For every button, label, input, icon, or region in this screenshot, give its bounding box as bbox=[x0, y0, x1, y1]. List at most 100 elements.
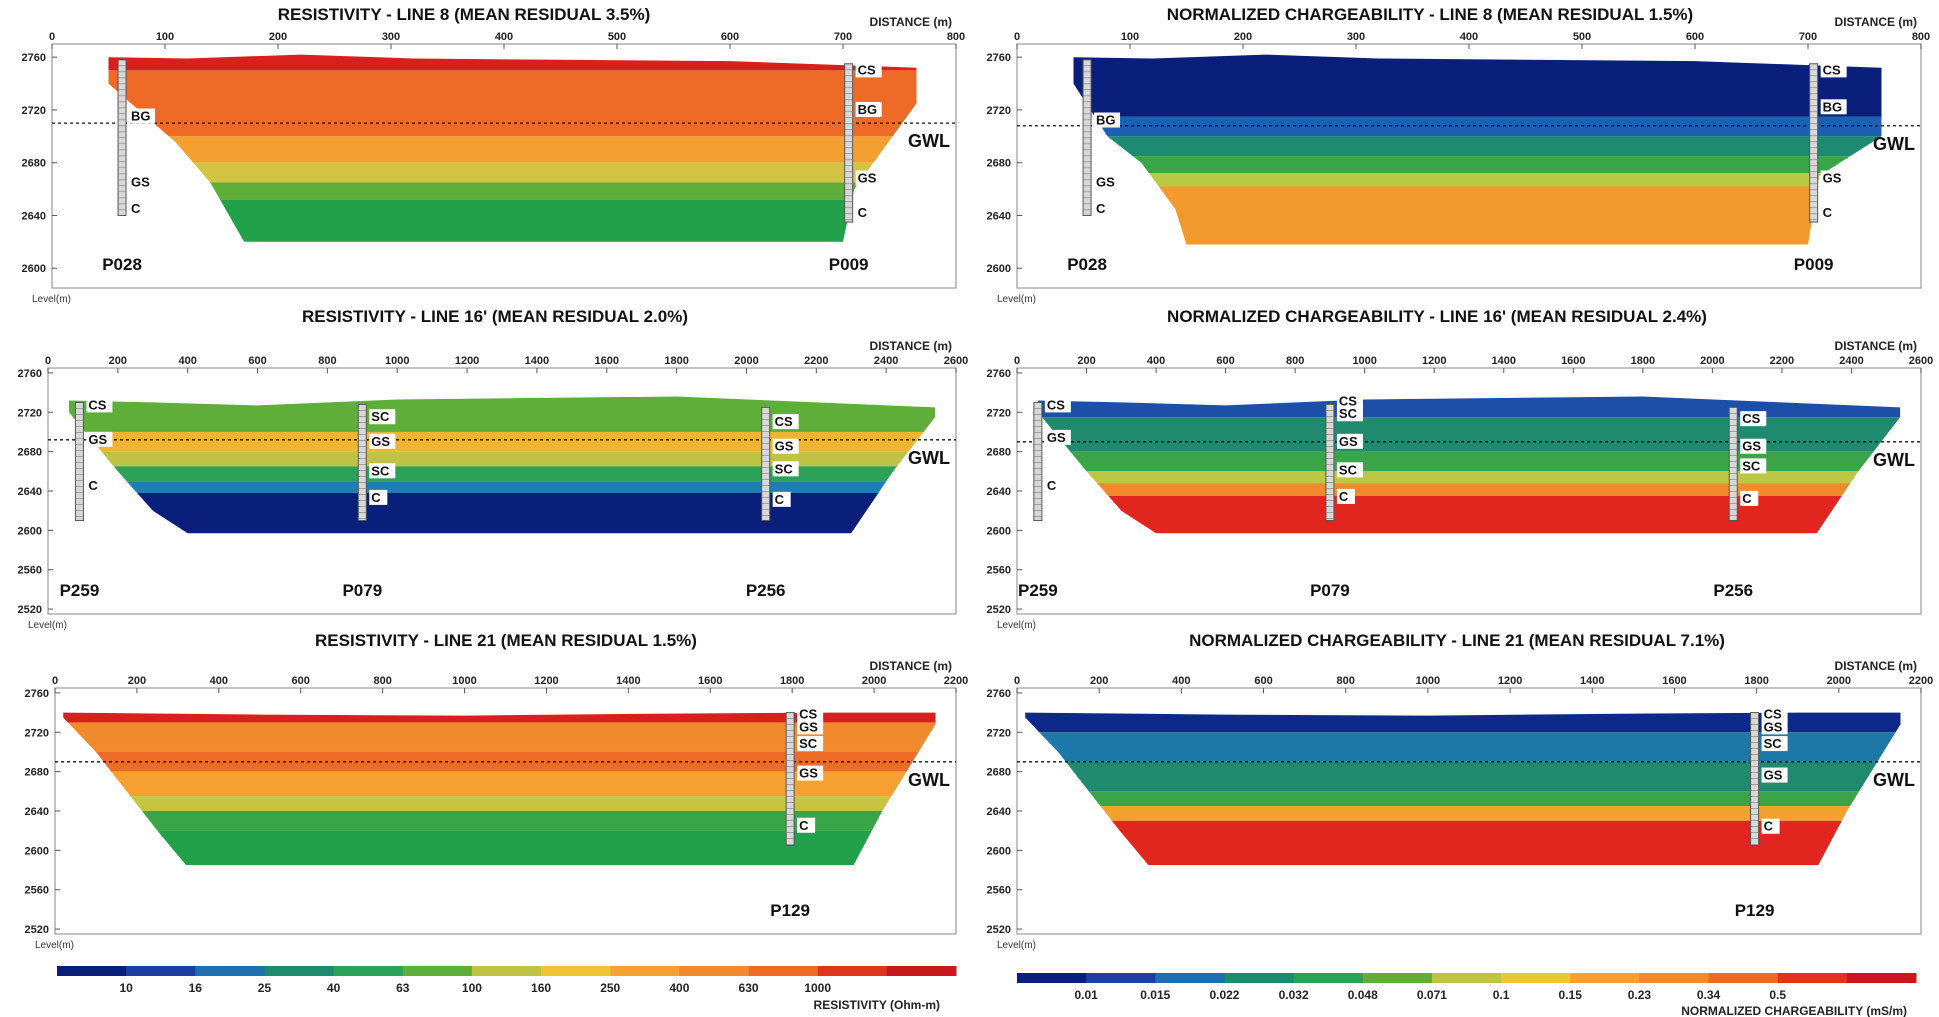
y-tick-label: 2600 bbox=[987, 845, 1011, 857]
lithology-label-box bbox=[797, 719, 824, 735]
x-tick-label: 800 bbox=[947, 31, 965, 43]
lithology-label: CS bbox=[88, 397, 106, 412]
y-tick-label: 2680 bbox=[25, 767, 49, 779]
legend-swatch bbox=[1639, 973, 1710, 983]
lithology-label-box bbox=[1336, 393, 1363, 409]
lithology-label-box bbox=[129, 174, 156, 190]
x-tick-label: 1800 bbox=[664, 355, 688, 367]
lithology-label-box bbox=[86, 478, 105, 494]
lithology-label: C bbox=[131, 201, 141, 216]
borehole-id: P256 bbox=[746, 581, 786, 600]
x-tick-label: 400 bbox=[1172, 675, 1190, 687]
x-tick-label: 400 bbox=[1460, 31, 1478, 43]
lithology-label-box bbox=[129, 108, 156, 124]
lithology-label-box bbox=[1044, 397, 1071, 413]
color-band-1 bbox=[1073, 54, 1882, 117]
legend-tick-label: 0.048 bbox=[1348, 988, 1378, 1002]
x-tick-label: 1400 bbox=[525, 355, 549, 367]
legend-tick-label: 0.15 bbox=[1559, 988, 1583, 1002]
x-tick-label: 2400 bbox=[874, 355, 898, 367]
lithology-label: GS bbox=[799, 766, 818, 781]
legend-tick-label: 100 bbox=[462, 981, 482, 995]
y-tick-label: 2760 bbox=[987, 688, 1011, 700]
x-tick-label: 200 bbox=[1090, 675, 1108, 687]
lithology-label: SC bbox=[1742, 458, 1761, 473]
legend-swatch bbox=[333, 966, 404, 976]
x-tick-label: 500 bbox=[608, 31, 626, 43]
legend-swatch bbox=[610, 966, 680, 976]
x-axis-label: DISTANCE (m) bbox=[1835, 15, 1917, 29]
lithology-label: C bbox=[1823, 205, 1833, 220]
color-band-2 bbox=[69, 431, 935, 452]
lithology-label-box bbox=[1336, 433, 1363, 449]
y-axis-label: Level(m) bbox=[997, 620, 1036, 631]
x-tick-label: 100 bbox=[1121, 31, 1139, 43]
borehole-P009: CS BG GS C P009 bbox=[829, 62, 882, 274]
x-tick-label: 800 bbox=[1912, 31, 1930, 43]
lithology-label-box bbox=[1761, 767, 1788, 783]
legend-tick-label: 0.032 bbox=[1279, 988, 1309, 1002]
x-tick-label: 1800 bbox=[1631, 355, 1655, 367]
gwl-label: GWL bbox=[1873, 134, 1915, 154]
lithology-label: GS bbox=[775, 439, 794, 454]
x-tick-label: 0 bbox=[52, 675, 58, 687]
x-tick-label: 300 bbox=[382, 31, 400, 43]
lithology-label: C bbox=[371, 490, 381, 505]
x-tick-label: 1200 bbox=[1498, 675, 1522, 687]
chart-panel-3: RESISTIVITY - LINE 16' (MEAN RESIDUAL 2.… bbox=[18, 307, 969, 631]
lithology-label: CS bbox=[858, 62, 876, 77]
y-tick-label: 2520 bbox=[25, 924, 49, 936]
legend-tick-label: 400 bbox=[669, 981, 689, 995]
x-tick-label: 600 bbox=[721, 31, 739, 43]
lithology-label: C bbox=[1764, 819, 1774, 834]
y-tick-label: 2560 bbox=[18, 565, 42, 577]
legend-swatch bbox=[1224, 973, 1295, 983]
color-band-6 bbox=[63, 811, 936, 831]
lithology-label-box bbox=[1094, 112, 1121, 128]
lithology-label-box bbox=[1740, 411, 1767, 427]
color-band-5 bbox=[1037, 483, 1901, 496]
lithology-label-box bbox=[797, 765, 824, 781]
x-tick-label: 800 bbox=[318, 355, 336, 367]
lithology-label: SC bbox=[1339, 462, 1358, 477]
lithology-label: SC bbox=[799, 736, 818, 751]
lithology-label: GS bbox=[1047, 430, 1066, 445]
color-band-4 bbox=[1025, 791, 1901, 807]
legend-tick-label: 0.01 bbox=[1074, 988, 1098, 1002]
y-tick-label: 2640 bbox=[987, 806, 1011, 818]
x-tick-label: 700 bbox=[834, 31, 852, 43]
lithology-label-box bbox=[1336, 462, 1363, 478]
x-tick-label: 800 bbox=[1286, 355, 1304, 367]
borehole-id: P028 bbox=[102, 255, 142, 274]
legend-swatch bbox=[1362, 973, 1433, 983]
x-tick-label: 1800 bbox=[780, 675, 804, 687]
y-tick-label: 2760 bbox=[987, 368, 1011, 380]
x-axis-label: DISTANCE (m) bbox=[1835, 659, 1917, 673]
lithology-label-box bbox=[772, 461, 799, 477]
x-tick-label: 100 bbox=[156, 31, 174, 43]
y-tick-label: 2520 bbox=[987, 924, 1011, 936]
lithology-label: C bbox=[799, 818, 809, 833]
x-tick-label: 2200 bbox=[804, 355, 828, 367]
lithology-label: BG bbox=[1823, 99, 1843, 114]
lithology-label: GS bbox=[1742, 439, 1761, 454]
legend-tick-label: 0.1 bbox=[1493, 988, 1510, 1002]
legend-tick-label: 250 bbox=[600, 981, 620, 995]
x-tick-label: 0 bbox=[1014, 31, 1020, 43]
x-tick-label: 300 bbox=[1347, 31, 1365, 43]
lithology-label: C bbox=[858, 205, 868, 220]
lithology-label-box bbox=[1820, 170, 1847, 186]
y-tick-label: 2680 bbox=[987, 158, 1011, 170]
resistivity-legend: 10 16 25 40 63 100 160 250 400 630 1000 RESISTIVITY… bbox=[57, 966, 957, 1012]
color-band-5 bbox=[63, 796, 936, 811]
borehole-id: P256 bbox=[1713, 581, 1753, 600]
legend-swatch bbox=[264, 966, 335, 976]
lithology-label-box bbox=[369, 433, 396, 449]
legend-swatch bbox=[1431, 973, 1502, 983]
x-tick-label: 500 bbox=[1573, 31, 1591, 43]
chart-title: NORMALIZED CHARGEABILITY - LINE 16' (MEA… bbox=[1167, 307, 1707, 326]
x-tick-label: 400 bbox=[1147, 355, 1165, 367]
borehole-id: P009 bbox=[1794, 255, 1834, 274]
lithology-label: SC bbox=[1764, 736, 1783, 751]
borehole-id: P009 bbox=[829, 255, 869, 274]
